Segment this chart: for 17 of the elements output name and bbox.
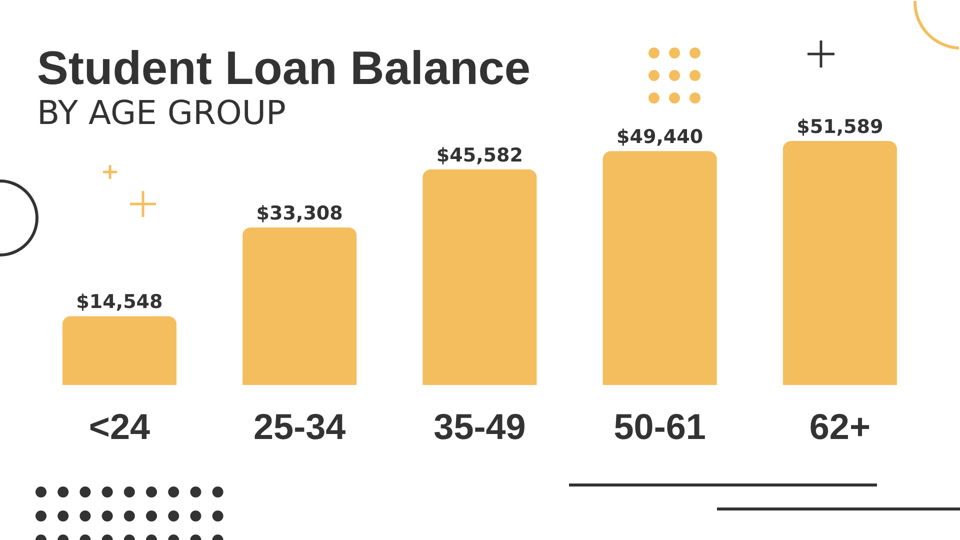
bar (242, 227, 357, 385)
chart-title: Student Loan Balance (37, 40, 531, 94)
bar (422, 169, 537, 385)
data-label: $51,589 (796, 116, 884, 138)
data-label: $45,582 (436, 144, 523, 166)
x-tick-label: 25-34 (254, 406, 346, 447)
data-label: $14,548 (76, 291, 163, 314)
x-tick-label: 62+ (809, 406, 870, 447)
chart-subtitle: BY AGE GROUP (37, 93, 286, 132)
x-tick-label: <24 (88, 406, 150, 447)
x-tick-label: 35-49 (434, 406, 526, 447)
data-label: $33,308 (256, 202, 343, 224)
bar (602, 151, 717, 385)
bar (62, 316, 176, 385)
bar (782, 141, 897, 385)
x-tick-label: 50-61 (614, 406, 706, 447)
data-label: $49,440 (616, 126, 704, 148)
